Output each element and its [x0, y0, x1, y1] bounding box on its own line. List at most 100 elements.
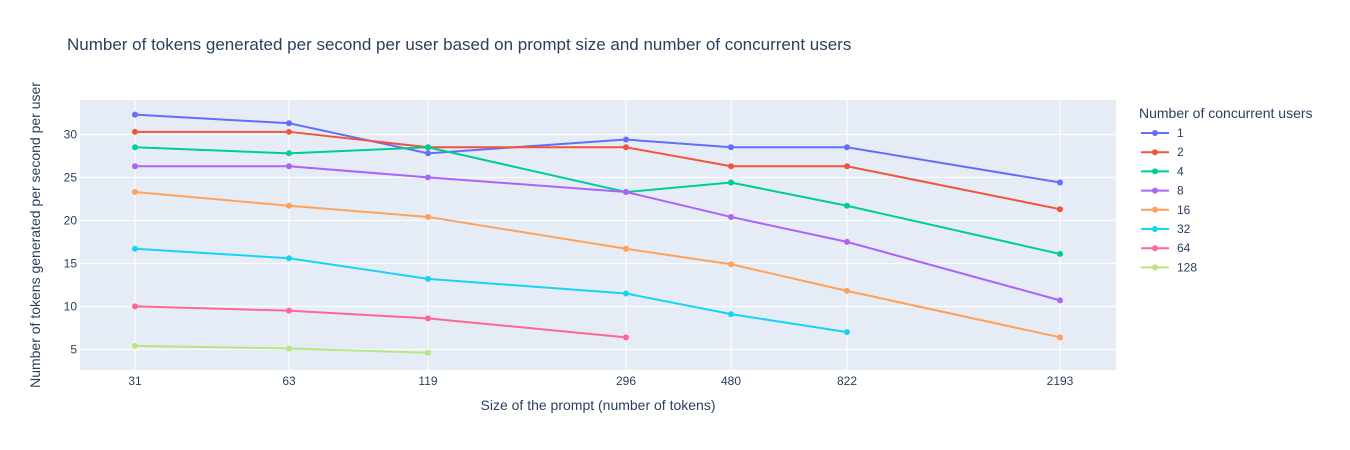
legend-title: Number of concurrent users: [1139, 105, 1313, 121]
series-32: [132, 245, 850, 336]
series-layer: [132, 111, 1063, 356]
legend-label: 2: [1177, 145, 1184, 159]
legend-item-2[interactable]: 2: [1141, 145, 1184, 159]
data-point: [132, 111, 138, 118]
data-point: [844, 287, 850, 294]
data-point: [286, 202, 292, 209]
x-tick-label: 119: [418, 374, 437, 388]
x-tick-label: 31: [128, 374, 142, 388]
data-point: [286, 163, 292, 170]
x-axis-ticks: 31 63 119 296 480 822 2193: [128, 374, 1073, 388]
data-point: [132, 163, 138, 170]
y-tick-label: 15: [64, 256, 78, 270]
data-point: [132, 189, 138, 196]
data-point: [425, 174, 431, 181]
legend-label: 128: [1177, 260, 1197, 274]
data-point: [623, 136, 629, 143]
data-point: [425, 150, 431, 157]
y-tick-label: 5: [70, 342, 77, 356]
legend-label: 64: [1177, 241, 1191, 255]
data-point: [425, 349, 431, 356]
data-point: [1057, 334, 1063, 341]
legend-swatch-marker: [1152, 168, 1158, 175]
chart-title: Number of tokens generated per second pe…: [67, 35, 851, 54]
y-tick-label: 25: [64, 170, 78, 184]
data-point: [286, 120, 292, 127]
data-point: [132, 144, 138, 151]
legend-swatch-marker: [1152, 187, 1158, 194]
legend-item-1[interactable]: 1: [1141, 126, 1184, 140]
data-point: [132, 303, 138, 310]
legend: Number of concurrent users 1 2 4 8 16 32 64 128: [1139, 105, 1313, 274]
data-point: [1057, 206, 1063, 213]
data-point: [844, 202, 850, 209]
data-point: [728, 163, 734, 170]
data-point: [425, 315, 431, 322]
data-point: [728, 213, 734, 220]
legend-item-16[interactable]: 16: [1141, 203, 1191, 217]
y-tick-label: 10: [64, 299, 78, 313]
data-point: [844, 163, 850, 170]
legend-label: 16: [1177, 203, 1191, 217]
legend-swatch-marker: [1152, 206, 1158, 213]
legend-swatch-marker: [1152, 245, 1158, 252]
series-line: [134, 247, 848, 334]
legend-swatch-marker: [1152, 149, 1158, 156]
data-point: [623, 189, 629, 196]
data-point: [623, 334, 629, 341]
data-point: [286, 128, 292, 135]
legend-label: 8: [1177, 184, 1184, 198]
legend-item-4[interactable]: 4: [1141, 164, 1184, 178]
data-point: [132, 128, 138, 135]
data-point: [728, 261, 734, 268]
data-point: [286, 150, 292, 157]
data-point: [844, 144, 850, 151]
legend-label: 4: [1177, 164, 1184, 178]
legend-swatch-marker: [1152, 264, 1158, 271]
series-8: [132, 163, 1063, 304]
data-point: [425, 144, 431, 151]
legend-item-32[interactable]: 32: [1141, 222, 1191, 236]
data-point: [728, 311, 734, 318]
data-point: [286, 345, 292, 352]
x-tick-label: 296: [616, 374, 636, 388]
data-point: [728, 144, 734, 151]
legend-item-128[interactable]: 128: [1141, 260, 1197, 274]
x-tick-label: 822: [837, 374, 857, 388]
data-point: [623, 290, 629, 297]
series-128: [132, 342, 431, 356]
data-point: [286, 307, 292, 314]
plot-area: [80, 100, 1116, 370]
legend-label: 1: [1177, 126, 1184, 140]
series-16: [132, 189, 1063, 341]
legend-swatch-marker: [1152, 226, 1158, 232]
y-tick-label: 30: [64, 127, 78, 141]
y-tick-label: 20: [64, 213, 78, 227]
data-point: [1057, 250, 1063, 257]
y-axis-title: Number of tokens generated per second pe…: [27, 82, 43, 388]
data-point: [425, 213, 431, 220]
x-tick-label: 480: [721, 374, 741, 388]
data-point: [1057, 297, 1063, 304]
legend-swatch-marker: [1152, 130, 1158, 136]
x-tick-label: 63: [282, 374, 296, 388]
data-point: [286, 255, 292, 262]
data-point: [728, 179, 734, 186]
legend-item-64[interactable]: 64: [1141, 241, 1191, 255]
x-axis-title: Size of the prompt (number of tokens): [481, 397, 716, 413]
data-point: [132, 342, 138, 349]
series-64: [132, 303, 629, 341]
legend-label: 32: [1177, 222, 1191, 236]
x-tick-label: 2193: [1047, 374, 1074, 388]
data-point: [844, 329, 850, 336]
y-axis-ticks: 5 10 15 20 25 30: [64, 127, 78, 356]
data-point: [844, 238, 850, 245]
legend-item-8[interactable]: 8: [1141, 184, 1184, 198]
data-point: [623, 144, 629, 151]
data-point: [132, 245, 138, 252]
series-1: [132, 111, 1063, 186]
data-point: [623, 245, 629, 252]
series-line: [134, 305, 627, 339]
data-point: [1057, 179, 1063, 186]
